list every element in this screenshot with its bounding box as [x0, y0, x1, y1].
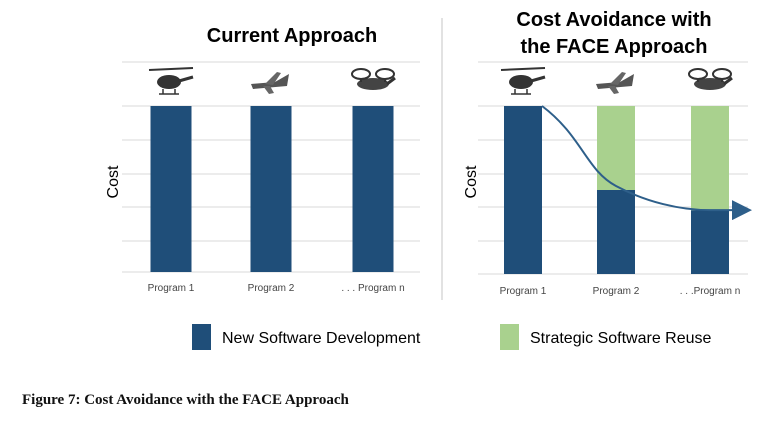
- chart-face-approach: Cost Avoidance with the FACE Approach Pr…: [463, 9, 752, 297]
- chart-title: Current Approach: [207, 25, 377, 47]
- bar-new-development: [504, 106, 542, 274]
- chart-title-line-2: the FACE Approach: [520, 36, 707, 58]
- x-tick-label: Program 1: [148, 283, 195, 294]
- bar-new-development: [250, 106, 292, 272]
- tiltrotor-aircraft-icon: [688, 68, 733, 90]
- legend-swatch-strategic-reuse: [500, 324, 519, 350]
- y-axis-label: Cost: [105, 165, 122, 198]
- bar-new-development: [597, 190, 635, 274]
- attack-helicopter-icon: [148, 67, 194, 95]
- y-axis-label: Cost: [463, 165, 480, 198]
- bar-new-development: [150, 106, 192, 272]
- x-tick-label: Program 1: [500, 286, 547, 297]
- legend-swatch-new-development: [192, 324, 211, 350]
- bar-new-development: [352, 106, 394, 272]
- legend-label-strategic-reuse: Strategic Software Reuse: [530, 330, 712, 347]
- cargo-aircraft-icon: [251, 72, 289, 94]
- x-tick-label: . . . Program n: [341, 283, 404, 294]
- x-tick-label: . . .Program n: [680, 286, 741, 297]
- figure-caption: Figure 7: Cost Avoidance with the FACE A…: [22, 392, 349, 408]
- bar-strategic-reuse: [691, 106, 729, 211]
- attack-helicopter-icon: [500, 67, 546, 95]
- legend: New Software Development Strategic Softw…: [192, 324, 712, 350]
- cargo-aircraft-icon: [596, 72, 634, 94]
- x-tick-label: Program 2: [248, 283, 295, 294]
- chart-title-line-1: Cost Avoidance with: [516, 9, 711, 31]
- chart-current-approach: Current Approach Program 1 Program 2 . . .…: [105, 25, 420, 294]
- bar-new-development: [691, 210, 729, 274]
- legend-label-new-development: New Software Development: [222, 330, 421, 347]
- tiltrotor-aircraft-icon: [351, 68, 396, 90]
- cost-trend-arrow: [541, 105, 752, 221]
- x-tick-label: Program 2: [593, 286, 640, 297]
